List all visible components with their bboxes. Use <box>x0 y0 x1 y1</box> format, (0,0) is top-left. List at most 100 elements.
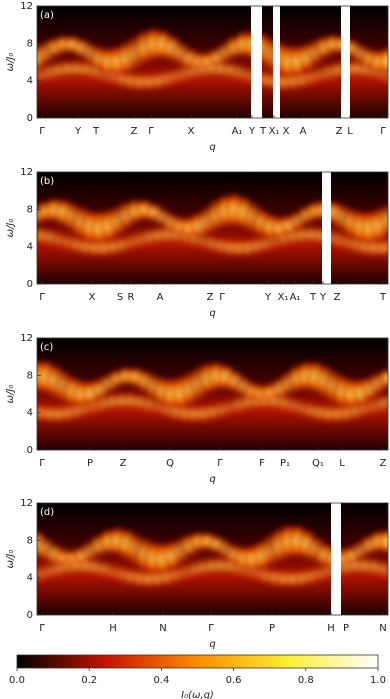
colorbar-label: I₀(ω,q) <box>181 690 214 699</box>
plot-frame <box>36 5 389 119</box>
x-tick-label: P <box>87 458 93 469</box>
x-tick-label: Y <box>248 126 256 137</box>
x-tick-label: P <box>269 623 275 634</box>
x-tick-label: Γ <box>39 126 45 137</box>
y-tick-label: 4 <box>27 242 33 253</box>
x-tick-label: H <box>109 623 117 634</box>
intensity-blob <box>383 393 388 410</box>
x-tick-label: T <box>92 126 100 137</box>
y-axis-label: ω/J₀ <box>5 219 16 238</box>
gap <box>251 6 262 118</box>
x-tick-label: Z <box>131 126 138 137</box>
x-tick-label: Q₁ <box>312 458 324 469</box>
y-tick-label: 8 <box>27 535 33 546</box>
x-tick-label: Y <box>264 292 272 303</box>
x-tick-label: X <box>283 126 290 137</box>
x-tick-label: 0.0 <box>9 675 25 686</box>
gap <box>322 172 331 284</box>
y-tick-label: 12 <box>20 333 33 344</box>
gap <box>341 6 350 118</box>
x-tick-label: A <box>300 126 307 137</box>
y-tick-label: 0 <box>27 610 33 621</box>
x-tick-label: Z <box>120 458 127 469</box>
heatmap <box>37 6 388 118</box>
x-axis-label: q <box>209 474 215 485</box>
panel-label: (d) <box>40 507 54 518</box>
x-tick-label: L <box>347 126 353 137</box>
x-tick-label: Γ <box>217 458 223 469</box>
x-tick-label: Γ <box>39 458 45 469</box>
gap <box>273 6 280 118</box>
x-tick-label: Γ <box>39 292 45 303</box>
x-tick-label: X₁ <box>278 292 289 303</box>
x-tick-label: X₁ <box>269 126 280 137</box>
x-tick-label: X <box>188 126 195 137</box>
y-tick-label: 8 <box>27 370 33 381</box>
panel-label: (c) <box>40 342 53 353</box>
x-tick-label: T <box>379 292 387 303</box>
x-tick-label: F <box>259 458 265 469</box>
x-tick-label: P₁ <box>280 458 290 469</box>
heatmap <box>37 338 388 450</box>
y-tick-label: 4 <box>27 408 33 419</box>
x-tick-label: Z <box>334 292 341 303</box>
heatmap-texture <box>37 358 388 424</box>
plot-frame <box>36 171 389 285</box>
heatmap <box>37 503 388 615</box>
heatmap-texture <box>37 191 388 258</box>
x-axis-label: q <box>209 308 215 319</box>
y-tick-label: 8 <box>27 38 33 49</box>
y-tick-label: 12 <box>20 1 33 12</box>
heatmap-texture <box>37 522 388 589</box>
x-tick-label: P <box>343 623 349 634</box>
x-tick-label: A₁ <box>290 292 301 303</box>
y-axis-label: ω/J₀ <box>5 385 16 404</box>
intensity-blob <box>383 68 388 85</box>
x-axis-label: q <box>209 142 215 153</box>
y-tick-label: 0 <box>27 113 33 124</box>
intensity-blob <box>377 368 388 388</box>
x-tick-label: S <box>117 292 123 303</box>
x-tick-label: Γ <box>219 292 225 303</box>
x-axis-label: q <box>209 639 215 650</box>
y-axis-label: ω/J₀ <box>5 53 16 72</box>
y-tick-label: 0 <box>27 445 33 456</box>
intensity-blob <box>377 528 388 556</box>
gap <box>331 503 341 615</box>
x-tick-label: 0.6 <box>226 675 242 686</box>
x-tick-label: T <box>259 126 267 137</box>
y-axis-label: ω/J₀ <box>5 550 16 569</box>
intensity-blob <box>377 201 388 239</box>
x-tick-label: T <box>309 292 317 303</box>
intensity-blob <box>383 238 388 256</box>
x-tick-label: R <box>128 292 135 303</box>
y-tick-label: 4 <box>27 76 33 87</box>
colorbar <box>16 654 379 669</box>
x-tick-label: Γ <box>208 623 214 634</box>
y-tick-label: 8 <box>27 204 33 215</box>
y-tick-label: 4 <box>27 573 33 584</box>
x-tick-label: 0.4 <box>153 675 169 686</box>
plot-frame <box>36 502 389 616</box>
x-tick-label: Γ <box>380 126 386 137</box>
heatmap <box>37 172 388 284</box>
x-tick-label: A₁ <box>232 126 243 137</box>
intensity-blob <box>377 46 388 76</box>
x-tick-label: Γ <box>148 126 154 137</box>
x-tick-label: 0.8 <box>298 675 314 686</box>
panel-label: (b) <box>40 176 54 187</box>
x-tick-label: A <box>157 292 164 303</box>
x-tick-label: H <box>327 623 335 634</box>
x-tick-label: Z <box>336 126 343 137</box>
x-tick-label: 0.2 <box>81 675 97 686</box>
x-tick-label: Γ <box>39 623 45 634</box>
x-tick-label: Z <box>380 458 387 469</box>
x-tick-label: L <box>339 458 345 469</box>
x-tick-label: X <box>89 292 96 303</box>
x-tick-label: Y <box>74 126 82 137</box>
x-tick-label: 1.0 <box>370 675 386 686</box>
x-tick-label: Q <box>166 458 174 469</box>
x-tick-label: N <box>159 623 166 634</box>
x-tick-label: N <box>379 623 386 634</box>
